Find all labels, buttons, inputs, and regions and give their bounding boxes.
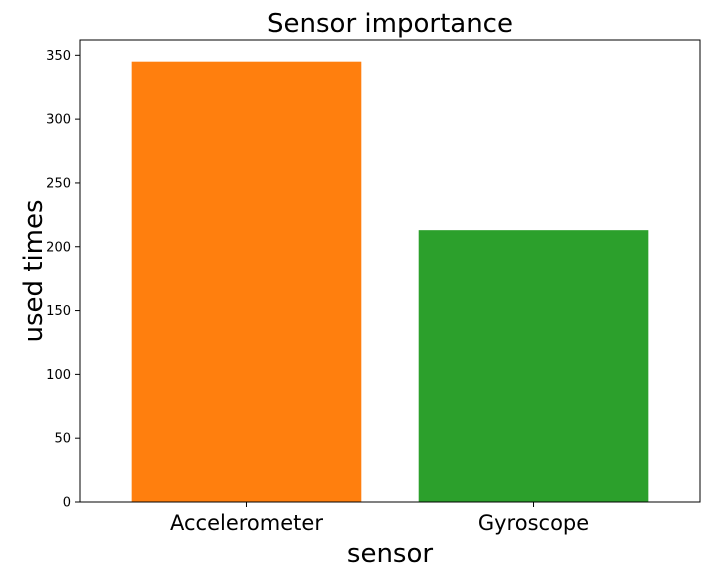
y-tick-label: 0 <box>63 496 71 511</box>
x-tick-label: Gyroscope <box>478 511 589 535</box>
y-tick-label: 150 <box>46 304 71 319</box>
y-tick-label: 50 <box>54 432 71 447</box>
y-tick-label: 100 <box>46 368 71 383</box>
x-axis-ticks: Accelerometer Gyroscope <box>170 502 589 535</box>
plot-frame <box>79 39 701 503</box>
bars-layer <box>131 61 649 502</box>
y-tick-label: 350 <box>46 49 71 64</box>
bar-accelerometer <box>131 61 362 502</box>
y-tick-label: 200 <box>46 240 71 255</box>
y-tick-label: 300 <box>46 113 71 128</box>
y-axis-label: used times <box>19 199 49 342</box>
x-axis-label: sensor <box>347 539 433 569</box>
y-axis-ticks: 0 50 100 150 200 250 300 350 <box>46 49 80 511</box>
bar-gyroscope <box>418 230 649 502</box>
x-tick-label: Accelerometer <box>170 511 323 535</box>
chart-title: Sensor importance <box>267 9 513 39</box>
y-tick-label: 250 <box>46 176 71 191</box>
